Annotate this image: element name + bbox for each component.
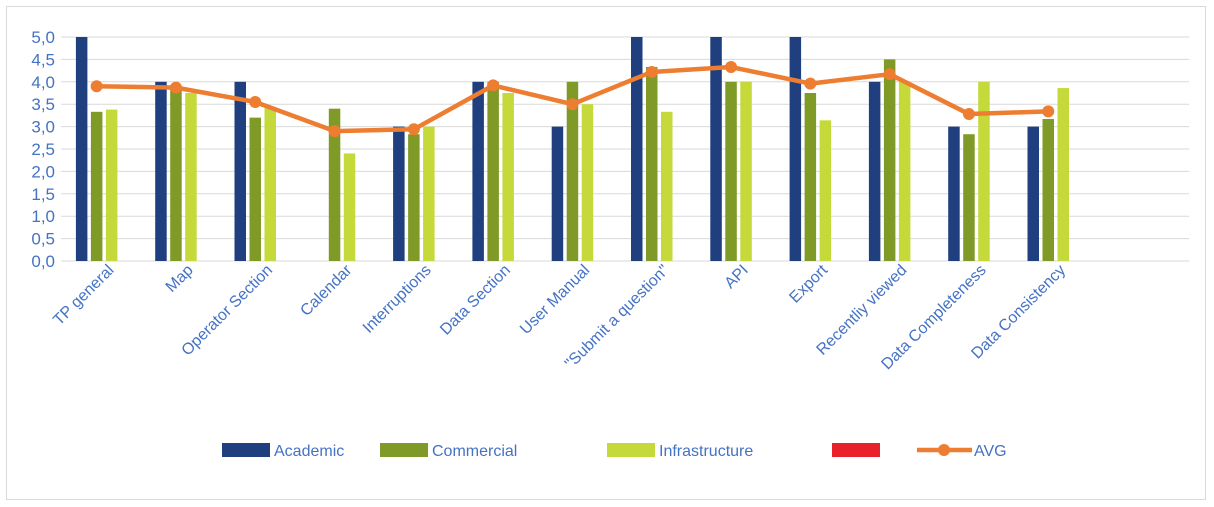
bar-commercial-data-consistency	[1042, 118, 1054, 261]
avg-point-submit-a-question	[645, 65, 658, 78]
bar-infrastructure-recentliy-viewed	[898, 81, 911, 261]
legend-label-infrastructure: Infrastructure	[659, 443, 753, 460]
bar-academic-user-manual	[551, 126, 564, 261]
avg-point-map	[169, 81, 182, 94]
avg-point-data-completeness	[962, 108, 975, 121]
bar-academic-data-section	[472, 81, 484, 261]
avg-point-data-consistency	[1042, 105, 1055, 118]
avg-point-interruptions	[407, 123, 420, 136]
x-category-label: Data Section	[437, 262, 514, 339]
legend-marker-avg	[938, 444, 950, 456]
bar-infrastructure-user-manual	[581, 104, 594, 261]
legend-swatch-commercial	[380, 443, 428, 457]
chart-frame: 0,0 0,5 1,0 1,5 2,0 2,5 3,0 3,5 4,0 4,5 5,0 TP gen…	[6, 6, 1206, 500]
bar-commercial-interruptions	[408, 134, 420, 261]
bar-commercial-api	[725, 81, 737, 261]
legend: Academic Commercial Infrastructure AVG	[222, 443, 1007, 460]
x-category-label: API	[722, 262, 752, 292]
y-tick-label: 2,5	[31, 140, 55, 159]
y-tick-label: 1,5	[31, 185, 55, 204]
bar-commercial-export	[804, 93, 817, 261]
avg-line	[90, 61, 1055, 138]
legend-label-academic: Academic	[274, 443, 344, 460]
x-category-label: Map	[163, 262, 197, 296]
bar-commercial-recentliy-viewed	[883, 59, 896, 262]
y-tick-label: 1,0	[31, 207, 55, 226]
y-tick-label: 0,5	[31, 230, 55, 249]
bar-academic-api	[710, 37, 722, 261]
bar-academic-tp-general	[75, 37, 88, 261]
bar-commercial-calendar	[328, 108, 341, 262]
y-tick-label: 4,0	[31, 73, 55, 92]
x-category-label: Interruptions	[360, 262, 435, 337]
avg-point-tp-general	[90, 80, 103, 93]
gridlines	[61, 36, 1189, 262]
bar-academic-map	[155, 81, 167, 261]
avg-point-calendar	[328, 125, 341, 138]
y-tick-label: 5,0	[31, 28, 55, 47]
bar-infrastructure-data-consistency	[1057, 88, 1069, 262]
bar-academic-operator-section	[234, 81, 246, 261]
x-category-label: User Manual	[517, 262, 593, 338]
y-tick-label: 2,0	[31, 162, 55, 181]
bar-infrastructure-operator-section	[264, 106, 276, 261]
bar-commercial-submit-a-question	[646, 67, 658, 262]
y-tick-label: 3,0	[31, 118, 55, 137]
avg-point-user-manual	[566, 98, 579, 111]
bar-infrastructure-data-completeness	[978, 81, 990, 261]
bar-commercial-operator-section	[249, 117, 261, 261]
bar-academic-data-completeness	[948, 126, 960, 261]
x-category-label: Export	[786, 261, 831, 306]
bar-infrastructure-api	[740, 81, 752, 261]
bar-infrastructure-submit-a-question	[661, 111, 673, 261]
bar-infrastructure-interruptions	[423, 126, 435, 261]
avg-point-export	[804, 77, 817, 90]
y-tick-label: 0,0	[31, 252, 55, 271]
legend-label-avg: AVG	[974, 443, 1007, 460]
bar-commercial-user-manual	[566, 81, 579, 261]
y-axis-tick-labels: 0,0 0,5 1,0 1,5 2,0 2,5 3,0 3,5 4,0 4,5 5,0	[31, 28, 55, 271]
legend-swatch-infrastructure	[607, 443, 655, 457]
legend-swatch-academic	[222, 443, 270, 457]
x-category-label: Calendar	[297, 261, 355, 319]
bar-academic-recentliy-viewed	[868, 81, 881, 261]
bar-infrastructure-export	[819, 120, 832, 261]
bar-academic-data-consistency	[1027, 126, 1039, 261]
x-category-label: TP general	[50, 262, 117, 329]
bar-infrastructure-map	[185, 93, 197, 261]
bar-commercial-map	[170, 86, 182, 261]
legend-swatch-unnamed-series	[832, 443, 880, 457]
bars	[75, 37, 1069, 262]
bar-commercial-data-completeness	[963, 134, 975, 261]
avg-point-recentliy-viewed	[883, 68, 896, 81]
y-tick-label: 3,5	[31, 95, 55, 114]
chart-canvas: 0,0 0,5 1,0 1,5 2,0 2,5 3,0 3,5 4,0 4,5 5,0 TP gen…	[31, 28, 1189, 460]
avg-point-api	[725, 61, 738, 74]
bar-commercial-tp-general	[90, 111, 103, 261]
bar-infrastructure-data-section	[502, 93, 514, 261]
legend-label-commercial: Commercial	[432, 443, 517, 460]
bar-commercial-data-section	[487, 81, 499, 261]
bar-infrastructure-tp-general	[105, 109, 118, 262]
bar-academic-export	[789, 37, 802, 261]
y-tick-label: 4,5	[31, 50, 55, 69]
bar-academic-submit-a-question	[631, 37, 643, 261]
bar-academic-interruptions	[393, 126, 405, 261]
avg-point-data-section	[487, 79, 500, 92]
bar-infrastructure-calendar	[343, 153, 356, 261]
avg-point-operator-section	[249, 95, 262, 108]
